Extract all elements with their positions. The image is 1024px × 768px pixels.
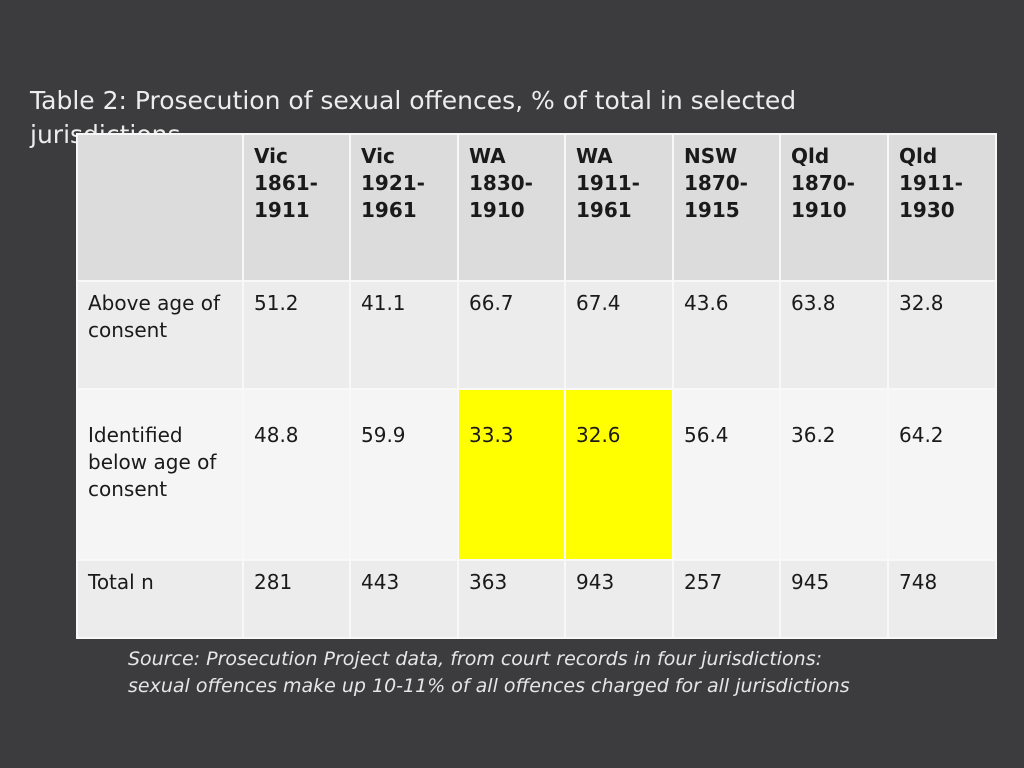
header-row: Vic 1861- 1911 Vic 1921- 1961 WA 1830- 191…	[76, 133, 997, 282]
table-cell: 41.1	[349, 280, 459, 390]
table-cell: 48.8	[242, 388, 351, 561]
table-cell: 443	[349, 559, 459, 639]
table-row: Above age of consent 51.2 41.1 66.7 67.4 43.6…	[76, 280, 997, 390]
table-cell: 363	[457, 559, 566, 639]
header-cell: Qld 1911- 1930	[887, 133, 997, 282]
table-cell: 43.6	[672, 280, 781, 390]
header-cell: WA 1911- 1961	[564, 133, 674, 282]
header-cell: WA 1830- 1910	[457, 133, 566, 282]
table-cell: 943	[564, 559, 674, 639]
source-note: Source: Prosecution Project data, from c…	[128, 648, 850, 697]
header-cell: Vic 1861- 1911	[242, 133, 351, 282]
row-label: Above age of consent	[76, 280, 244, 390]
header-cell: Vic 1921- 1961	[349, 133, 459, 282]
table-row: Total n 281 443 363 943 257 945 748	[76, 559, 997, 639]
table-cell: 32.8	[887, 280, 997, 390]
table-cell: 281	[242, 559, 351, 639]
table-cell: 32.6	[564, 388, 674, 561]
table-cell: 64.2	[887, 388, 997, 561]
table-cell: 66.7	[457, 280, 566, 390]
table-cell: 67.4	[564, 280, 674, 390]
table-row: Identified below age of consent 48.8 59.9 3…	[76, 388, 997, 561]
row-label: Total n	[76, 559, 244, 639]
header-cell: Qld 1870- 1910	[779, 133, 889, 282]
data-table: Vic 1861- 1911 Vic 1921- 1961 WA 1830- 191…	[76, 133, 997, 639]
table-cell: 51.2	[242, 280, 351, 390]
table-cell: 63.8	[779, 280, 889, 390]
table-cell: 748	[887, 559, 997, 639]
table-cell: 33.3	[457, 388, 566, 561]
table-cell: 59.9	[349, 388, 459, 561]
header-cell: NSW 1870- 1915	[672, 133, 781, 282]
row-label: Identified below age of consent	[76, 388, 244, 561]
table-cell: 56.4	[672, 388, 781, 561]
table-cell: 36.2	[779, 388, 889, 561]
header-cell	[76, 133, 244, 282]
table-cell: 945	[779, 559, 889, 639]
table-cell: 257	[672, 559, 781, 639]
